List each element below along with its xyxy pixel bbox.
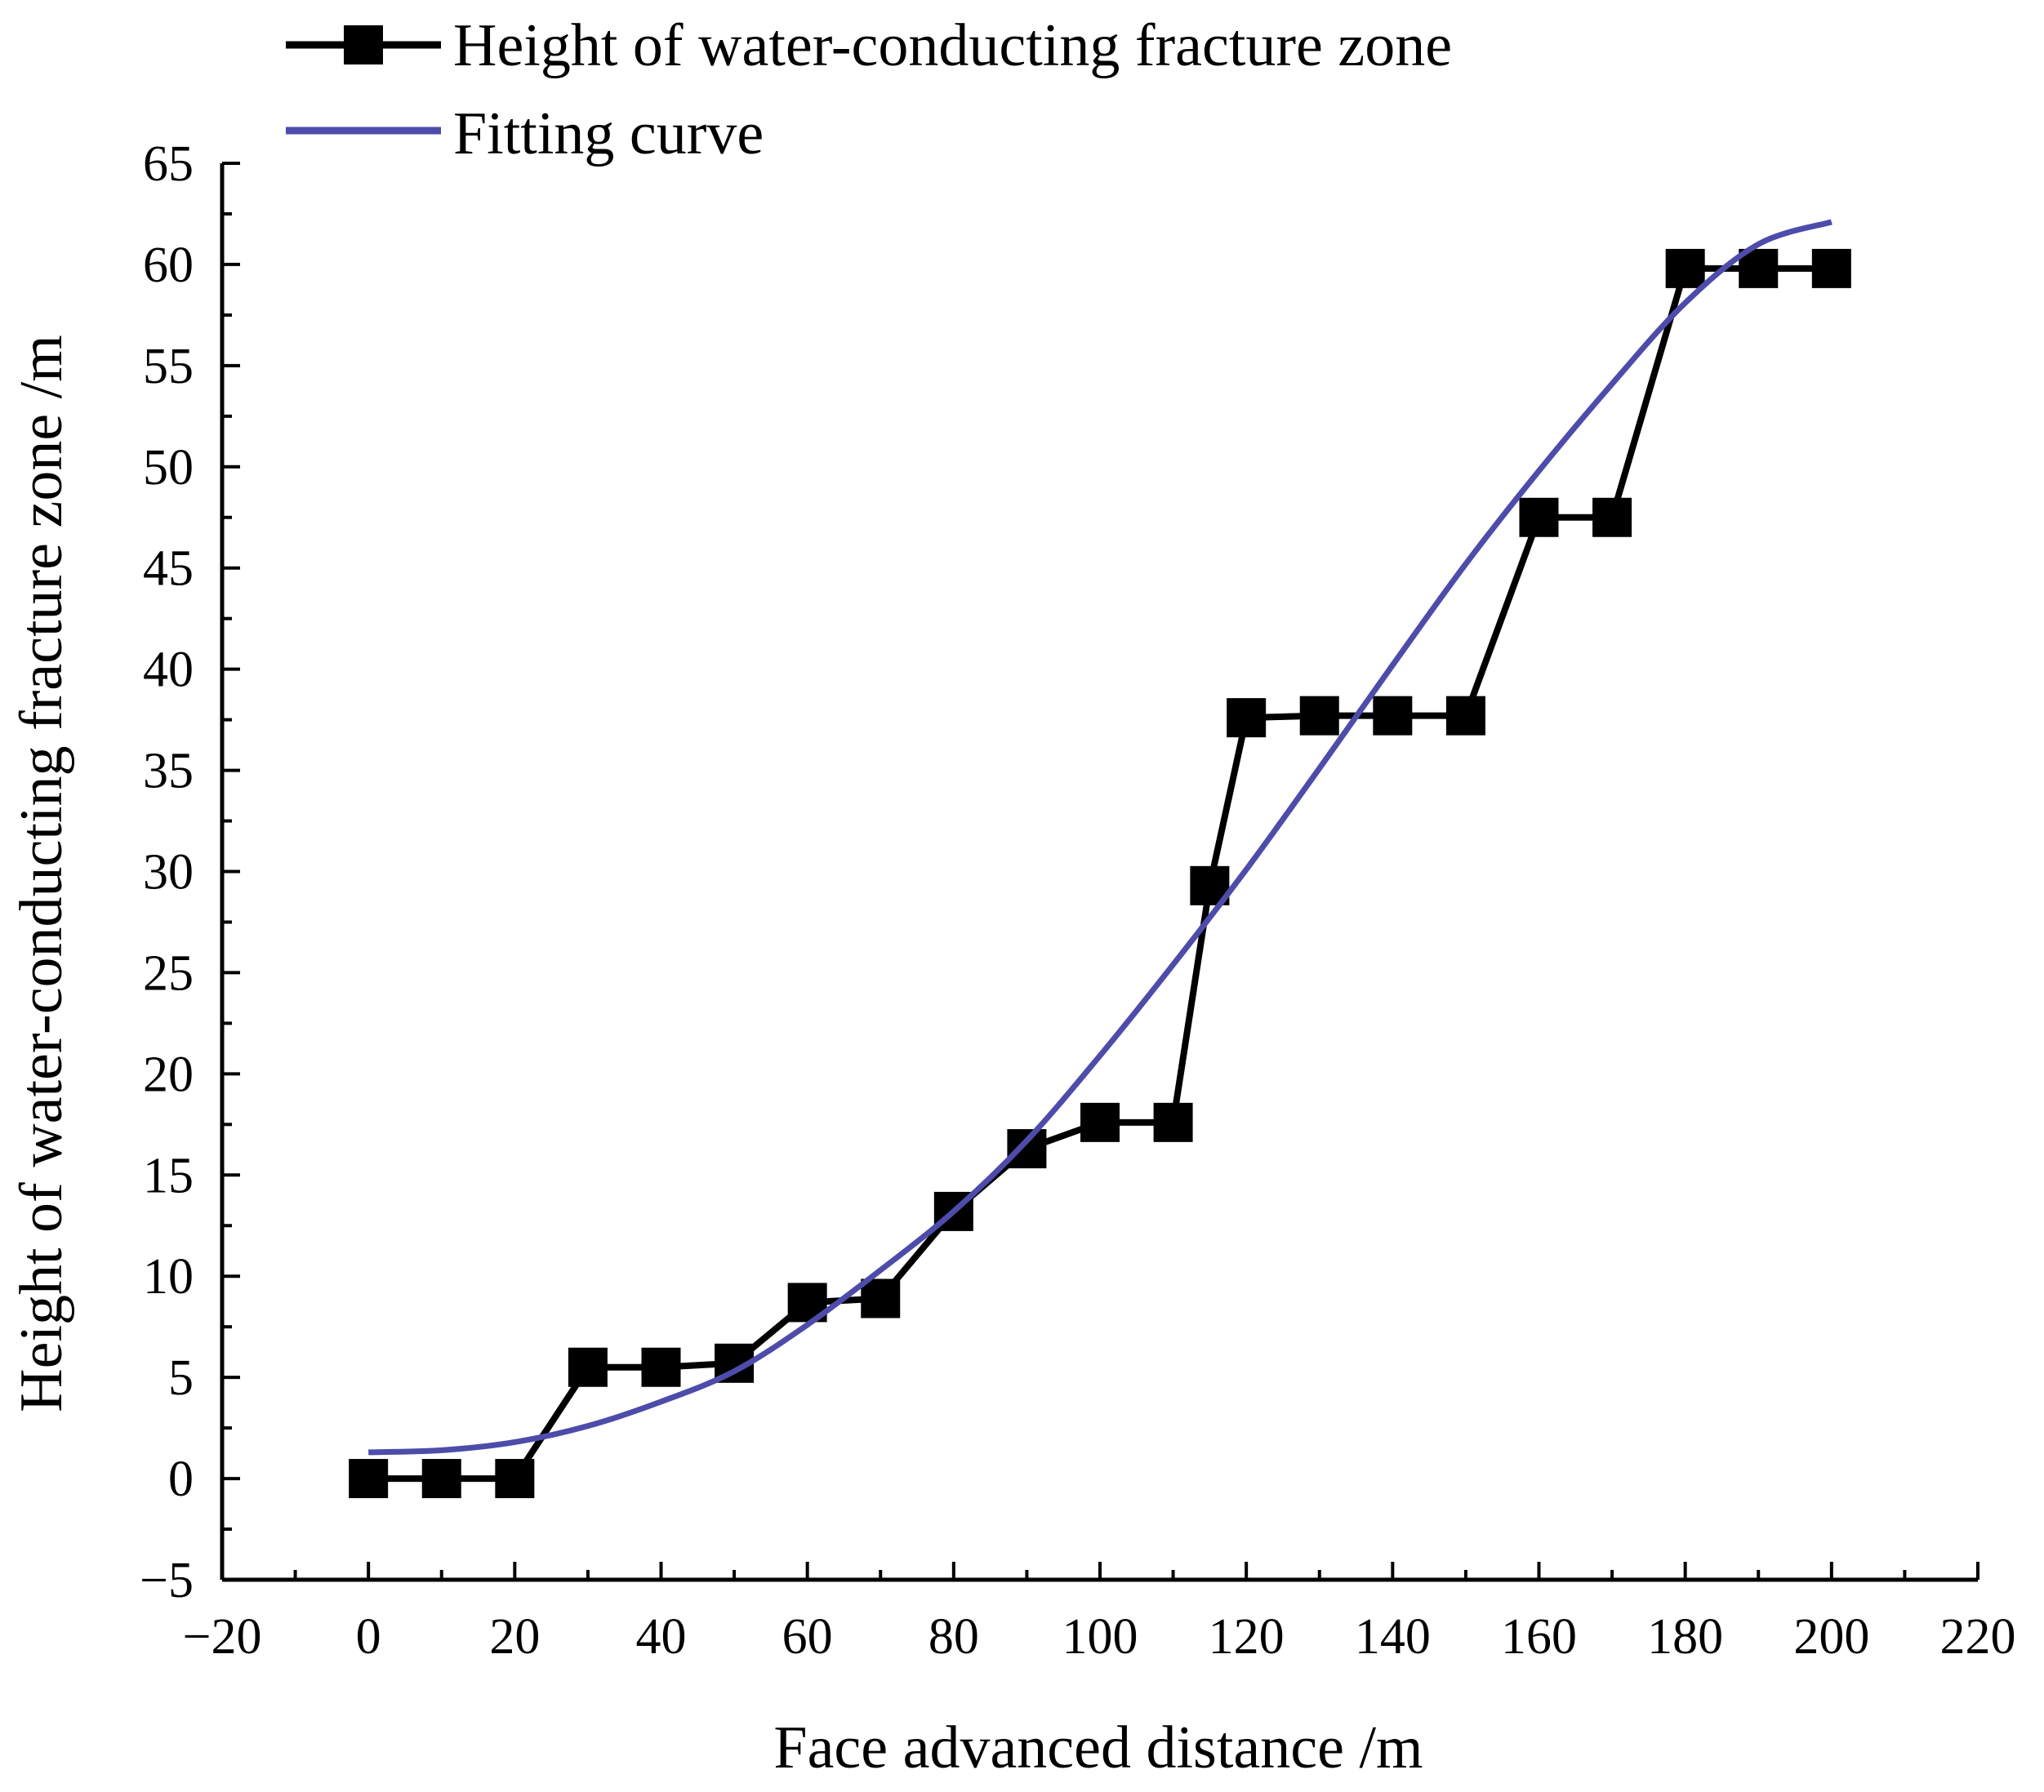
x-tick-label: 120 [1209, 1609, 1285, 1665]
y-tick-label: 5 [168, 1350, 194, 1406]
data-point-marker [1227, 698, 1267, 738]
data-point-marker [1811, 248, 1851, 288]
y-tick-label: 30 [143, 845, 194, 900]
data-point-marker [1445, 696, 1485, 736]
data-point-marker [641, 1347, 681, 1387]
data-point-marker [1080, 1102, 1120, 1142]
data-point-marker [1007, 1129, 1047, 1169]
plot-area [349, 219, 1851, 1499]
x-tick-label: 0 [356, 1609, 381, 1665]
x-tick-label: 80 [928, 1609, 979, 1665]
x-tick-label: 40 [636, 1609, 687, 1665]
y-tick-label: 45 [143, 541, 194, 597]
legend-swatch-marker-fracture-height [344, 25, 383, 64]
y-tick-label: 40 [143, 643, 194, 698]
legend: Height of water-conducting fracture zone… [286, 12, 1452, 167]
y-tick-label: 65 [143, 136, 194, 192]
y-tick-label: 15 [143, 1148, 194, 1203]
data-point-marker [1592, 497, 1632, 537]
x-tick-label: 20 [489, 1609, 540, 1665]
legend-label-fracture-height: Height of water-conducting fracture zone [453, 12, 1452, 79]
y-tick-label: 60 [143, 238, 194, 293]
legend-item-fracture-height: Height of water-conducting fracture zone [286, 12, 1452, 79]
data-point-marker [495, 1459, 535, 1499]
x-tick-label: −20 [183, 1609, 262, 1665]
x-tick-label: 220 [1940, 1609, 2016, 1665]
y-tick-label: 50 [143, 440, 194, 496]
data-point-marker [568, 1347, 608, 1387]
data-point-marker [1153, 1102, 1193, 1142]
x-tick-label: 180 [1647, 1609, 1723, 1665]
data-point-marker [1373, 696, 1413, 736]
legend-item-fitting-curve: Fitting curve [286, 100, 764, 167]
x-tick-label: 160 [1501, 1609, 1577, 1665]
y-tick-label: −5 [140, 1553, 194, 1608]
data-point-marker [349, 1459, 389, 1499]
x-axis-title: Face advanced distance /m [773, 1714, 1423, 1781]
data-point-marker [861, 1278, 901, 1318]
axes: −20 0 20 40 60 80 100 120 140 160 180 200 220 −5 0 5 10 1… [140, 136, 2015, 1665]
data-point-marker [1665, 248, 1705, 288]
x-tick-label: 60 [782, 1609, 833, 1665]
series-line-fracture-height [368, 265, 1832, 1483]
y-tick-label: 25 [143, 945, 194, 1001]
legend-label-fitting-curve: Fitting curve [453, 100, 764, 167]
x-tick-label: 100 [1062, 1609, 1138, 1665]
y-tick-label: 20 [143, 1047, 194, 1102]
x-tick-label: 140 [1355, 1609, 1431, 1665]
data-point-marker [1519, 497, 1559, 537]
data-point-marker [1299, 696, 1339, 736]
y-tick-label: 10 [143, 1249, 194, 1305]
x-tick-label: 200 [1793, 1609, 1869, 1665]
y-tick-label: 55 [143, 339, 194, 394]
y-tick-label: 35 [143, 744, 194, 799]
data-point-marker [421, 1459, 461, 1499]
y-axis-title: Height of water-conducting fracture zone… [8, 335, 75, 1412]
y-tick-label: 0 [168, 1452, 194, 1507]
fitting-curve-line [368, 219, 1832, 1456]
